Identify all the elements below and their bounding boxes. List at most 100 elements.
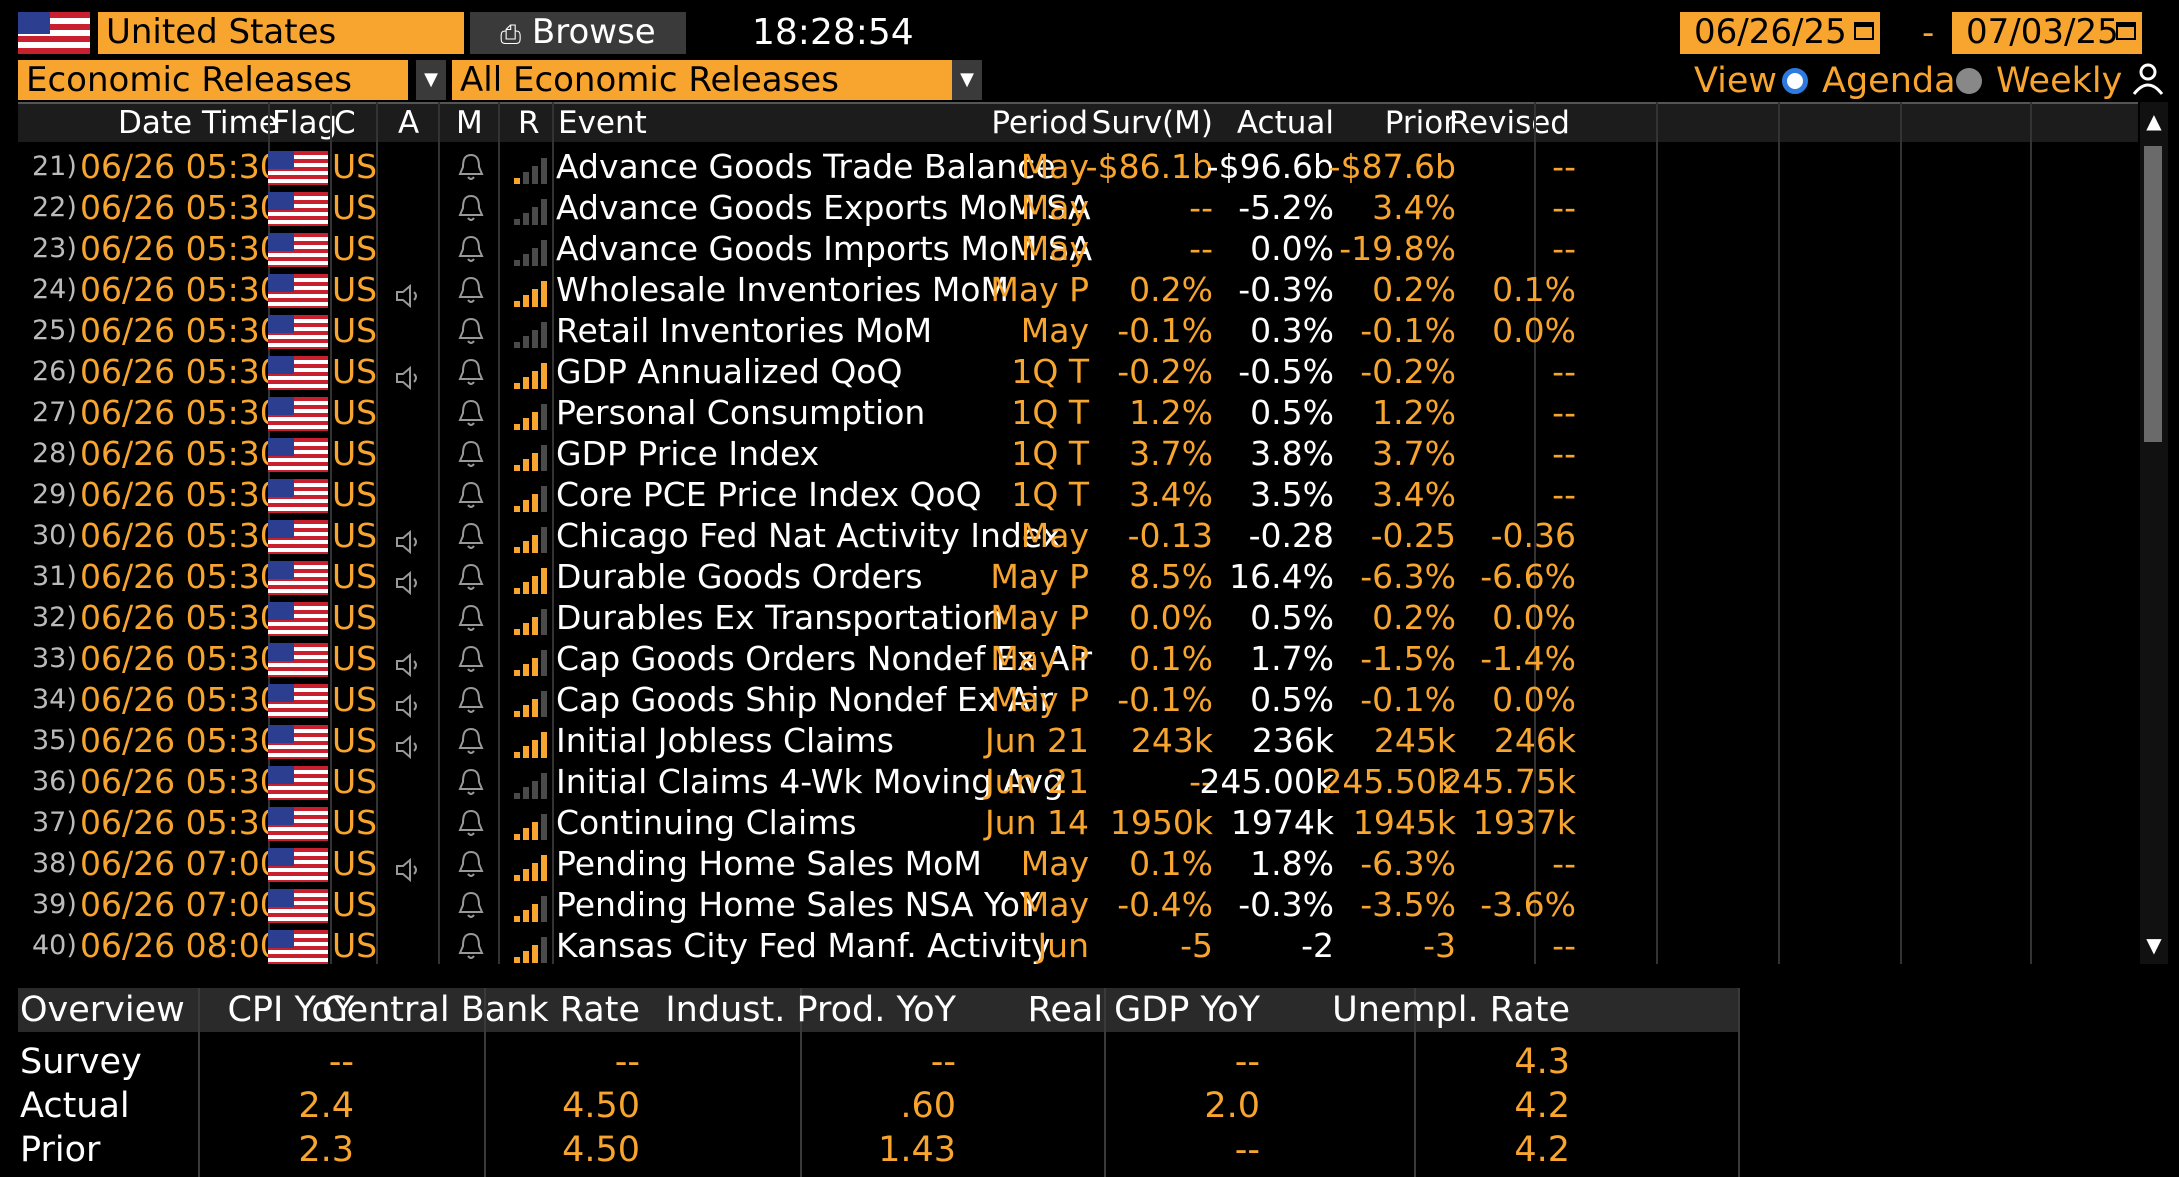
table-row[interactable]: 33) 06/26 05:30 US Cap Goods Orders Nondef … xyxy=(18,638,2138,679)
country-selector[interactable]: United States xyxy=(98,12,464,54)
table-row[interactable]: 34) 06/26 05:30 US Cap Goods Ship Nondef Ex… xyxy=(18,679,2138,720)
col-event[interactable]: Event xyxy=(558,105,647,141)
bell-icon[interactable] xyxy=(456,151,486,183)
col-relevance[interactable]: R xyxy=(518,105,540,141)
end-date-field[interactable]: 07/03/25 xyxy=(1952,12,2142,54)
table-row[interactable]: 29) 06/26 05:30 US Core PCE Price Index QoQ… xyxy=(18,474,2138,515)
event-name[interactable]: Advance Goods Trade Balance xyxy=(556,147,1056,186)
start-date-field[interactable]: 06/26/25 xyxy=(1680,12,1880,54)
speaker-icon[interactable] xyxy=(394,359,424,391)
speaker-icon[interactable] xyxy=(394,564,424,596)
event-name[interactable]: Durable Goods Orders xyxy=(556,557,923,596)
table-row[interactable]: 31) 06/26 05:30 US Durable Goods Orders May … xyxy=(18,556,2138,597)
table-row[interactable]: 32) 06/26 05:30 US Durables Ex Transportati… xyxy=(18,597,2138,638)
table-row[interactable]: 35) 06/26 05:30 US Initial Jobless Claims Ju… xyxy=(18,720,2138,761)
table-row[interactable]: 30) 06/26 05:30 US Chicago Fed Nat Activity… xyxy=(18,515,2138,556)
speaker-icon[interactable] xyxy=(394,687,424,719)
event-name[interactable]: Advance Goods Exports MoM SA xyxy=(556,188,1091,227)
agenda-label[interactable]: Agenda xyxy=(1822,61,1956,101)
chevron-down-icon[interactable]: ▼ xyxy=(416,60,446,100)
bell-icon[interactable] xyxy=(456,520,486,552)
weekly-label[interactable]: Weekly xyxy=(1996,61,2123,101)
col-revised[interactable]: Revised xyxy=(1448,105,1570,141)
event-name[interactable]: Pending Home Sales MoM xyxy=(556,844,982,883)
event-name[interactable]: Initial Jobless Claims xyxy=(556,721,894,760)
chevron-down-icon[interactable]: ▼ xyxy=(952,60,982,100)
event-name[interactable]: Continuing Claims xyxy=(556,803,857,842)
table-row[interactable]: 36) 06/26 05:30 US Initial Claims 4-Wk Movi… xyxy=(18,761,2138,802)
event-name[interactable]: Pending Home Sales NSA YoY xyxy=(556,885,1041,924)
category-dropdown[interactable]: Economic Releases xyxy=(18,60,408,100)
event-name[interactable]: Advance Goods Imports MoM SA xyxy=(556,229,1093,268)
bell-icon[interactable] xyxy=(456,684,486,716)
bell-icon[interactable] xyxy=(456,274,486,306)
event-name[interactable]: Cap Goods Ship Nondef Ex Air xyxy=(556,680,1054,719)
speaker-icon[interactable] xyxy=(394,277,424,309)
speaker-icon[interactable] xyxy=(394,728,424,760)
browse-button[interactable]: ⎙ Browse xyxy=(470,12,686,54)
table-row[interactable]: 23) 06/26 05:30 US Advance Goods Imports Mo… xyxy=(18,228,2138,269)
bell-icon[interactable] xyxy=(456,725,486,757)
table-row[interactable]: 26) 06/26 05:30 US GDP Annualized QoQ 1Q T -0… xyxy=(18,351,2138,392)
person-search-icon[interactable] xyxy=(2128,60,2168,100)
table-row[interactable]: 27) 06/26 05:30 US Personal Consumption 1Q T… xyxy=(18,392,2138,433)
calendar-icon[interactable] xyxy=(2116,22,2136,40)
bell-icon[interactable] xyxy=(456,807,486,839)
scroll-down-icon[interactable]: ▼ xyxy=(2146,933,2162,957)
bell-icon[interactable] xyxy=(456,438,486,470)
bell-icon[interactable] xyxy=(456,766,486,798)
bell-icon[interactable] xyxy=(456,561,486,593)
col-alert[interactable]: A xyxy=(398,105,420,141)
col-prior[interactable]: Prior xyxy=(1384,105,1456,141)
bell-icon[interactable] xyxy=(456,889,486,921)
event-name[interactable]: Chicago Fed Nat Activity Index xyxy=(556,516,1062,555)
bell-icon[interactable] xyxy=(456,192,486,224)
bell-icon[interactable] xyxy=(456,315,486,347)
scrollbar[interactable]: ▲ ▼ xyxy=(2140,102,2168,964)
col-period[interactable]: Period xyxy=(991,105,1088,141)
speaker-icon[interactable] xyxy=(394,646,424,678)
col-survey[interactable]: Surv(M) xyxy=(1091,105,1213,141)
bell-icon[interactable] xyxy=(456,356,486,388)
scrollbar-thumb[interactable] xyxy=(2144,146,2162,442)
bell-icon[interactable] xyxy=(456,397,486,429)
table-row[interactable]: 37) 06/26 05:30 US Continuing Claims Jun 14 1… xyxy=(18,802,2138,843)
weekly-radio[interactable] xyxy=(1956,68,1982,94)
event-name[interactable]: GDP Annualized QoQ xyxy=(556,352,903,391)
col-monitor[interactable]: M xyxy=(456,105,483,141)
event-name[interactable]: GDP Price Index xyxy=(556,434,820,473)
speaker-icon[interactable] xyxy=(394,851,424,883)
agenda-radio[interactable] xyxy=(1782,68,1808,94)
scroll-up-icon[interactable]: ▲ xyxy=(2146,109,2162,133)
event-name[interactable]: Kansas City Fed Manf. Activity xyxy=(556,926,1051,964)
table-row[interactable]: 21) 06/26 05:30 US Advance Goods Trade Bala… xyxy=(18,146,2138,187)
col-datetime[interactable]: Date Time xyxy=(118,105,278,141)
event-name[interactable]: Personal Consumption xyxy=(556,393,926,432)
table-row[interactable]: 24) 06/26 05:30 US Wholesale Inventories Mo… xyxy=(18,269,2138,310)
speaker-icon[interactable] xyxy=(394,523,424,555)
event-name[interactable]: Retail Inventories MoM xyxy=(556,311,933,350)
table-row[interactable]: 39) 06/26 07:00 US Pending Home Sales NSA Y… xyxy=(18,884,2138,925)
table-row[interactable]: 25) 06/26 05:30 US Retail Inventories MoM Ma… xyxy=(18,310,2138,351)
filter-dropdown[interactable]: All Economic Releases xyxy=(452,60,952,100)
event-name[interactable]: Initial Claims 4-Wk Moving Avg xyxy=(556,762,1064,801)
table-row[interactable]: 40) 06/26 08:00 US Kansas City Fed Manf. Ac… xyxy=(18,925,2138,964)
col-country[interactable]: C xyxy=(334,105,356,141)
bell-icon[interactable] xyxy=(456,233,486,265)
event-name[interactable]: Cap Goods Orders Nondef Ex Air xyxy=(556,639,1093,678)
bell-icon[interactable] xyxy=(456,479,486,511)
bell-icon[interactable] xyxy=(456,848,486,880)
bell-icon[interactable] xyxy=(456,602,486,634)
table-row[interactable]: 28) 06/26 05:30 US GDP Price Index 1Q T 3.7% 3… xyxy=(18,433,2138,474)
event-name[interactable]: Wholesale Inventories MoM xyxy=(556,270,1009,309)
table-row[interactable]: 38) 06/26 07:00 US Pending Home Sales MoM Ma… xyxy=(18,843,2138,884)
col-actual[interactable]: Actual xyxy=(1236,105,1334,141)
event-name[interactable]: Durables Ex Transportation xyxy=(556,598,1004,637)
row-number: 24) xyxy=(32,274,77,305)
col-flag[interactable]: Flag xyxy=(272,105,338,141)
bell-icon[interactable] xyxy=(456,643,486,675)
bell-icon[interactable] xyxy=(456,930,486,962)
table-row[interactable]: 22) 06/26 05:30 US Advance Goods Exports Mo… xyxy=(18,187,2138,228)
calendar-icon[interactable] xyxy=(1854,22,1874,40)
event-name[interactable]: Core PCE Price Index QoQ xyxy=(556,475,982,514)
